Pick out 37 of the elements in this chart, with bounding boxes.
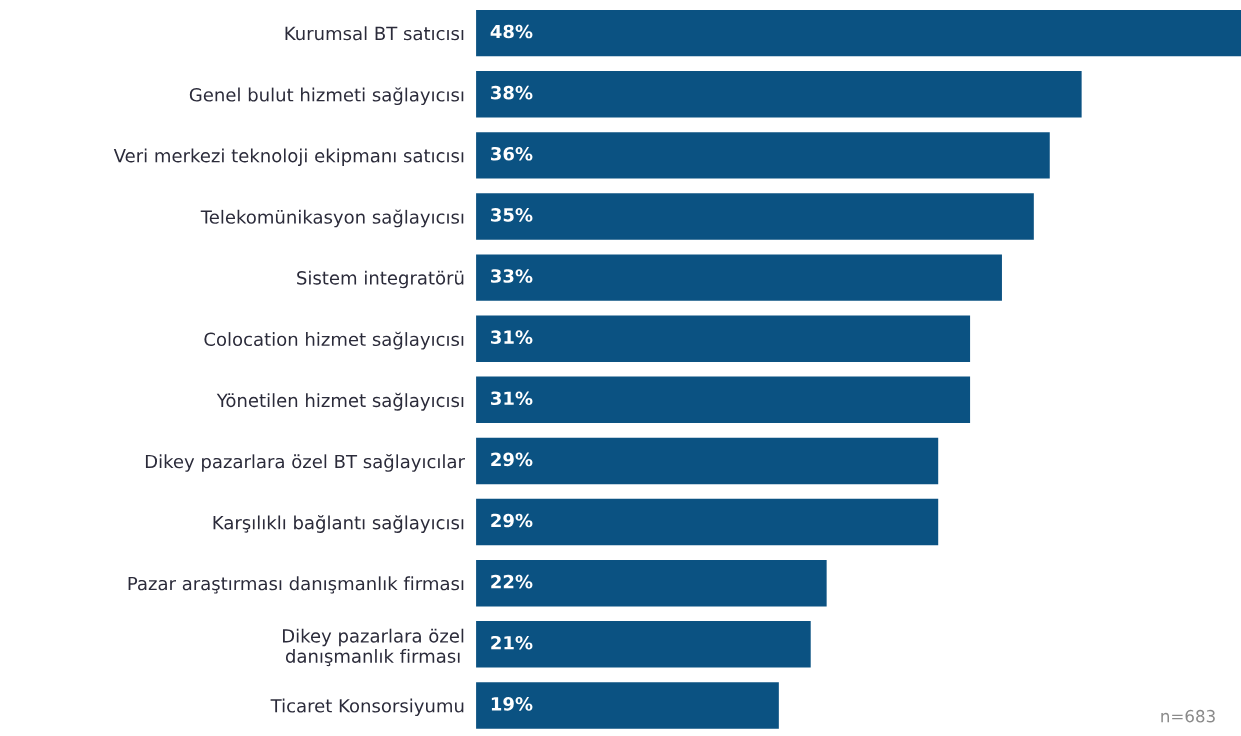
data-label: 19% — [491, 697, 533, 711]
bar — [476, 315, 971, 362]
data-label: 21% — [491, 635, 533, 650]
y-tick-label: Veri merkezi teknoloji ekipmanı satıcısı — [113, 148, 464, 166]
data-label: 22% — [491, 574, 533, 589]
y-tick-label: Pazar araştırması danışmanlık firması — [128, 576, 464, 594]
data-label: 33% — [491, 269, 533, 283]
bar — [476, 682, 779, 729]
data-label: 35% — [491, 208, 533, 222]
bar — [476, 254, 1002, 301]
y-tick-label: Ticaret Konsorsiyumu — [270, 698, 464, 717]
bar — [476, 376, 971, 424]
y-tick-label: Genel bulut hizmeti sağlayıcısı — [189, 87, 464, 106]
bar — [476, 437, 939, 485]
y-tick-label: Colocation hizmet sağlayıcısı — [204, 331, 464, 350]
bar — [476, 559, 827, 607]
bar — [476, 621, 811, 668]
annotation: n=683 — [1161, 709, 1215, 723]
data-label: 29% — [491, 452, 533, 467]
data-label: 48% — [490, 24, 533, 39]
y-tick-label: Sistem integratörü — [297, 270, 464, 289]
data-label: 31% — [491, 391, 533, 406]
y-tick-label: Dikey pazarlara özel BT sağlayıcılar — [145, 453, 465, 472]
y-tick-label: Dikey pazarlara özel danışmanlık firması — [283, 628, 464, 667]
data-label: 38% — [491, 85, 533, 100]
bar — [476, 71, 1082, 118]
bar — [476, 193, 1034, 240]
y-tick-label: Karşılıklı bağlantı sağlayıcısı — [213, 515, 464, 533]
y-tick-label: Yönetilen hizmet sağlayıcısı — [216, 392, 464, 411]
bar — [476, 132, 1050, 179]
y-tick-label: Kurumsal BT satıcısı — [285, 26, 464, 41]
bar — [476, 498, 939, 546]
data-label: 36% — [491, 146, 533, 161]
data-label: 29% — [491, 513, 533, 528]
data-label: 31% — [491, 330, 533, 344]
bar — [476, 9, 1241, 57]
y-tick-label: Telekomünikasyon sağlayıcısı — [200, 209, 464, 228]
